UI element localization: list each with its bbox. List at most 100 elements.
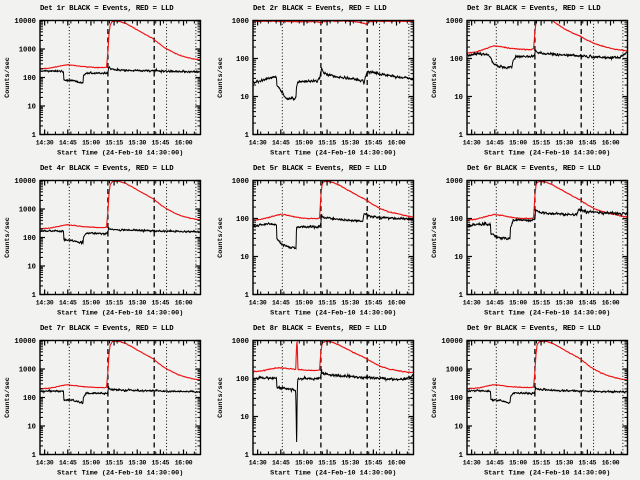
svg-text:16:00: 16:00	[388, 459, 406, 466]
svg-text:14:45: 14:45	[59, 459, 77, 466]
svg-text:1000: 1000	[445, 178, 462, 186]
svg-text:15:15: 15:15	[319, 299, 337, 306]
svg-text:Det 5r BLACK = Events, RED = L: Det 5r BLACK = Events, RED = LLD	[253, 165, 387, 173]
svg-text:16:00: 16:00	[388, 299, 406, 306]
svg-text:Start Time (24-Feb-10 14:30:00: Start Time (24-Feb-10 14:30:00)	[270, 469, 396, 477]
svg-text:Start Time (24-Feb-10 14:30:00: Start Time (24-Feb-10 14:30:00)	[57, 309, 183, 317]
svg-text:14:45: 14:45	[486, 139, 504, 146]
svg-text:Start Time (24-Feb-10 14:30:00: Start Time (24-Feb-10 14:30:00)	[484, 469, 610, 477]
svg-text:1000: 1000	[445, 367, 462, 375]
svg-text:15:15: 15:15	[532, 139, 550, 146]
svg-text:1000: 1000	[19, 367, 36, 375]
svg-text:14:45: 14:45	[272, 139, 290, 146]
svg-text:14:30: 14:30	[462, 459, 480, 466]
svg-text:14:30: 14:30	[36, 299, 54, 306]
svg-text:15:45: 15:45	[152, 459, 170, 466]
svg-text:14:45: 14:45	[59, 139, 77, 146]
svg-text:1000: 1000	[232, 338, 249, 346]
svg-text:100: 100	[236, 376, 249, 384]
svg-text:15:45: 15:45	[578, 139, 596, 146]
svg-text:14:30: 14:30	[36, 459, 54, 466]
svg-text:15:45: 15:45	[152, 299, 170, 306]
svg-text:Start Time (24-Feb-10 14:30:00: Start Time (24-Feb-10 14:30:00)	[484, 309, 610, 317]
svg-text:1000: 1000	[19, 207, 36, 215]
svg-text:15:30: 15:30	[342, 299, 360, 306]
svg-text:Start Time (24-Feb-10 14:30:00: Start Time (24-Feb-10 14:30:00)	[484, 149, 610, 157]
svg-text:10: 10	[27, 423, 36, 431]
svg-text:15:00: 15:00	[509, 299, 527, 306]
svg-text:16:00: 16:00	[601, 299, 619, 306]
svg-text:1000: 1000	[445, 18, 462, 26]
svg-text:16:00: 16:00	[175, 299, 193, 306]
svg-text:15:00: 15:00	[295, 459, 313, 466]
svg-text:100: 100	[23, 75, 36, 83]
svg-text:14:30: 14:30	[462, 299, 480, 306]
svg-text:15:00: 15:00	[295, 139, 313, 146]
svg-text:Counts/sec: Counts/sec	[4, 217, 12, 258]
svg-text:15:45: 15:45	[578, 299, 596, 306]
svg-text:Det 7r BLACK = Events, RED = L: Det 7r BLACK = Events, RED = LLD	[40, 325, 174, 333]
svg-text:100: 100	[450, 216, 463, 224]
svg-text:14:30: 14:30	[249, 299, 267, 306]
svg-text:10: 10	[454, 423, 463, 431]
svg-text:Counts/sec: Counts/sec	[431, 217, 439, 258]
svg-text:16:00: 16:00	[175, 459, 193, 466]
svg-text:10: 10	[454, 254, 463, 262]
svg-text:15:45: 15:45	[365, 139, 383, 146]
svg-text:15:00: 15:00	[82, 139, 100, 146]
svg-text:10000: 10000	[14, 338, 36, 346]
svg-text:15:45: 15:45	[152, 139, 170, 146]
svg-text:15:15: 15:15	[532, 459, 550, 466]
svg-text:Start Time (24-Feb-10 14:30:00: Start Time (24-Feb-10 14:30:00)	[270, 149, 396, 157]
svg-text:14:30: 14:30	[249, 459, 267, 466]
svg-text:15:30: 15:30	[128, 139, 146, 146]
svg-text:Counts/sec: Counts/sec	[217, 217, 225, 258]
svg-text:14:30: 14:30	[249, 139, 267, 146]
svg-text:Det 3r BLACK = Events, RED = L: Det 3r BLACK = Events, RED = LLD	[467, 5, 601, 13]
svg-text:15:00: 15:00	[82, 459, 100, 466]
svg-text:15:30: 15:30	[555, 459, 573, 466]
svg-text:16:00: 16:00	[388, 139, 406, 146]
svg-text:15:30: 15:30	[128, 459, 146, 466]
svg-text:15:45: 15:45	[365, 459, 383, 466]
svg-text:1000: 1000	[232, 18, 249, 26]
svg-text:Counts/sec: Counts/sec	[431, 57, 439, 98]
svg-text:14:45: 14:45	[272, 299, 290, 306]
svg-text:Counts/sec: Counts/sec	[431, 377, 439, 418]
svg-text:10: 10	[27, 103, 36, 111]
svg-text:Counts/sec: Counts/sec	[4, 377, 12, 418]
svg-text:16:00: 16:00	[601, 459, 619, 466]
svg-text:10: 10	[454, 94, 463, 102]
svg-text:100: 100	[23, 235, 36, 243]
svg-text:15:00: 15:00	[509, 139, 527, 146]
svg-text:Det 1r BLACK = Events, RED = L: Det 1r BLACK = Events, RED = LLD	[40, 5, 174, 13]
svg-text:Start Time (24-Feb-10 14:30:00: Start Time (24-Feb-10 14:30:00)	[270, 309, 396, 317]
svg-text:16:00: 16:00	[175, 139, 193, 146]
svg-text:15:15: 15:15	[105, 299, 123, 306]
svg-text:Start Time (24-Feb-10 14:30:00: Start Time (24-Feb-10 14:30:00)	[57, 469, 183, 477]
svg-text:10000: 10000	[441, 338, 463, 346]
svg-text:1000: 1000	[232, 178, 249, 186]
svg-text:15:00: 15:00	[295, 299, 313, 306]
svg-text:100: 100	[23, 395, 36, 403]
svg-text:16:00: 16:00	[601, 139, 619, 146]
svg-text:14:45: 14:45	[272, 459, 290, 466]
svg-text:15:30: 15:30	[555, 299, 573, 306]
svg-text:10000: 10000	[14, 18, 36, 26]
svg-text:Det 6r BLACK = Events, RED = L: Det 6r BLACK = Events, RED = LLD	[467, 165, 601, 173]
svg-text:100: 100	[450, 395, 463, 403]
svg-text:10000: 10000	[14, 178, 36, 186]
svg-text:15:15: 15:15	[105, 139, 123, 146]
svg-text:10: 10	[27, 263, 36, 271]
svg-text:15:15: 15:15	[105, 459, 123, 466]
svg-text:10: 10	[241, 254, 250, 262]
svg-text:100: 100	[236, 56, 249, 64]
svg-text:14:30: 14:30	[36, 139, 54, 146]
svg-text:15:00: 15:00	[509, 459, 527, 466]
svg-text:Counts/sec: Counts/sec	[217, 377, 225, 418]
svg-text:Det 4r BLACK = Events, RED = L: Det 4r BLACK = Events, RED = LLD	[40, 165, 174, 173]
svg-text:14:45: 14:45	[59, 299, 77, 306]
svg-text:15:30: 15:30	[342, 139, 360, 146]
svg-text:Det 8r BLACK = Events, RED = L: Det 8r BLACK = Events, RED = LLD	[253, 325, 387, 333]
svg-text:1000: 1000	[19, 47, 36, 55]
